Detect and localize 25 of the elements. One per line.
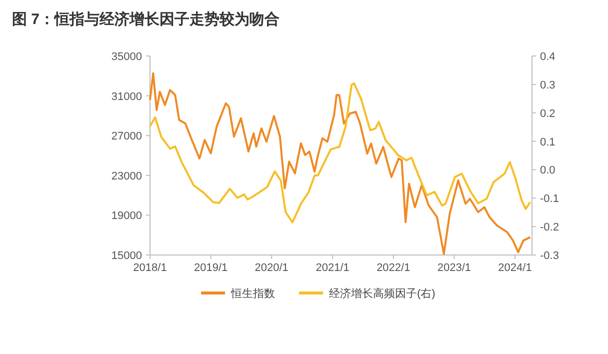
x-tick-label: 2018/1: [133, 262, 167, 274]
y2-tick-label: 0.0: [540, 164, 556, 177]
x-tick-label: 2019/1: [194, 262, 228, 274]
legend-label: 经济增长高频因子(右): [329, 287, 436, 300]
y-tick-label: 15000: [111, 250, 142, 262]
y2-tick-label: -0.1: [540, 193, 559, 206]
y2-tick-label: -0.2: [540, 222, 559, 234]
y2-tick-label: 0.2: [540, 108, 556, 120]
y-tick-label: 23000: [111, 170, 142, 182]
x-tick-label: 2020/1: [254, 262, 288, 274]
x-tick-label: 2021/1: [316, 262, 350, 274]
line-series: [149, 82, 532, 224]
y-tick-label: 35000: [111, 51, 142, 63]
y-tick-label: 19000: [111, 210, 142, 222]
y2-tick-label: -0.3: [540, 250, 559, 262]
y2-tick-label: 0.3: [540, 79, 556, 92]
y2-tick-label: 0.4: [540, 51, 556, 63]
x-tick-label: 2024/1: [498, 262, 532, 274]
chart-title: 图 7：恒指与经济增长因子走势较为吻合: [12, 10, 280, 28]
y2-tick-label: 0.1: [540, 136, 556, 148]
x-tick-label: 2023/1: [437, 262, 472, 274]
y-tick-label: 27000: [111, 130, 142, 143]
y-tick-label: 31000: [111, 90, 142, 103]
x-tick-label: 2022/1: [376, 262, 410, 274]
legend-label: 恒生指数: [230, 287, 275, 300]
